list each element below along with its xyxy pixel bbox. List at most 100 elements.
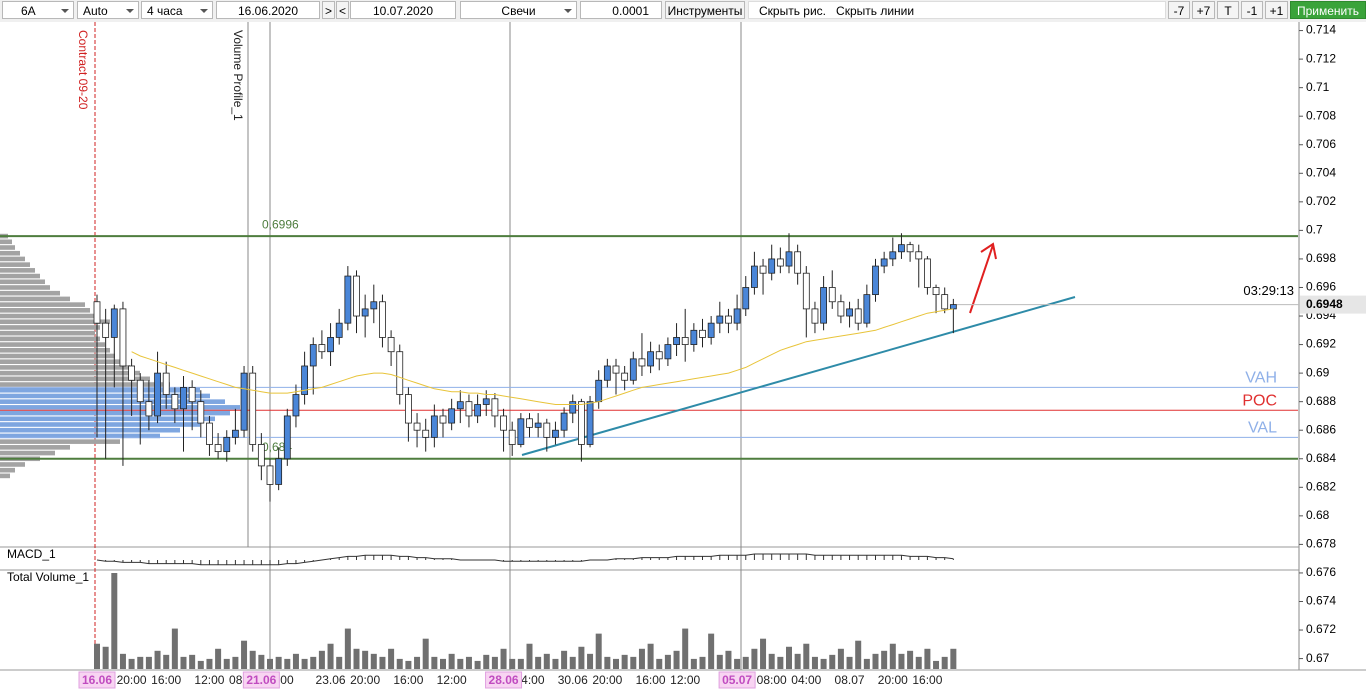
minus1-button[interactable]: -1 <box>1241 1 1263 19</box>
volume-bar <box>811 656 818 669</box>
value-area-label: POC <box>1242 392 1277 409</box>
candle-body <box>898 244 905 253</box>
volume-bar <box>682 628 689 669</box>
profile-bar <box>0 467 15 473</box>
date-from[interactable]: 16.06.2020 <box>216 1 320 19</box>
candle-body <box>526 418 533 428</box>
candle-body <box>802 272 810 310</box>
date-to[interactable]: 10.07.2020 <box>350 1 456 19</box>
candle-body <box>837 301 845 317</box>
profile-bar <box>0 359 120 365</box>
profile-bar <box>0 416 215 422</box>
value-area-label: VAL <box>1248 420 1277 437</box>
volume-bar <box>872 653 879 669</box>
profile-bar <box>0 325 100 330</box>
volume-bar <box>725 650 732 669</box>
prev-button[interactable]: < <box>336 1 349 19</box>
hide-drawings-button[interactable]: Скрыть рис. <box>759 4 827 18</box>
candle-body <box>603 365 611 381</box>
profile-bar <box>0 245 15 250</box>
candle-body <box>924 258 931 288</box>
profile-bar <box>0 399 225 404</box>
volume-bar <box>561 650 568 669</box>
volume-bar <box>613 658 619 669</box>
volume-bar <box>197 660 204 669</box>
mode-select[interactable]: Auto <box>77 1 139 19</box>
volume-bar <box>215 648 222 669</box>
timer: 03:29:13 <box>1243 283 1294 298</box>
volume-bar <box>327 643 334 669</box>
candle-body <box>318 344 326 353</box>
volume-bar <box>552 658 559 669</box>
volume-bar <box>604 656 611 669</box>
candle-body <box>794 251 802 274</box>
profile-bar <box>0 439 120 444</box>
minus7-button[interactable]: -7 <box>1168 1 1190 19</box>
volume-bar <box>414 656 421 669</box>
next-button[interactable]: > <box>322 1 335 19</box>
plus7-button[interactable]: +7 <box>1192 1 1215 19</box>
x-tick-label: 12:00 <box>670 673 700 687</box>
hide-lines-button[interactable]: Скрыть линии <box>836 4 915 18</box>
candle-body <box>257 444 265 467</box>
volume-bar <box>768 653 775 669</box>
time-highlight <box>718 671 756 689</box>
symbol-select[interactable]: 6A <box>2 1 74 19</box>
candle-body <box>725 315 732 324</box>
y-tick-label: 0.686 <box>1306 422 1336 436</box>
profile-bar <box>0 473 10 479</box>
period-select[interactable]: 4 часа <box>141 1 213 19</box>
volume-bar <box>595 633 602 669</box>
volume-bar <box>318 650 325 669</box>
volume-bar <box>708 633 715 669</box>
profile-bar <box>0 239 12 245</box>
profile-bar <box>0 347 110 353</box>
time-highlight <box>242 671 280 689</box>
candle-body <box>439 415 447 424</box>
volume-bar <box>119 653 126 669</box>
candle-body <box>872 265 879 296</box>
candle-body <box>102 322 110 338</box>
candle-body <box>154 372 161 417</box>
today-button[interactable]: T <box>1217 1 1239 19</box>
tools-button[interactable]: Инструменты <box>665 1 745 19</box>
candle-body <box>474 404 482 417</box>
volume-bar <box>258 654 265 669</box>
volume-bar <box>154 650 161 669</box>
volume-bar <box>353 648 360 669</box>
candle-body <box>569 401 577 414</box>
candle-body <box>517 418 525 445</box>
y-tick-label: 0.712 <box>1306 51 1336 65</box>
y-tick-label: 0.714 <box>1306 23 1336 37</box>
profile-bar <box>0 393 210 399</box>
apply-button[interactable]: Применить <box>1290 1 1366 19</box>
toolbar: 6A Auto 4 часа 16.06.2020 > < 10.07.2020… <box>0 0 1366 23</box>
profile-bar <box>0 410 230 416</box>
candle-body <box>197 401 205 424</box>
volume-bar <box>275 656 282 669</box>
candle-body <box>595 379 603 403</box>
volume-bar <box>898 653 905 669</box>
candle-body <box>430 415 438 438</box>
volume-bar <box>855 640 862 669</box>
plus1-button[interactable]: +1 <box>1265 1 1288 19</box>
volume-bar <box>422 638 429 669</box>
step-input[interactable]: 0.0001 <box>580 1 662 19</box>
time-highlight <box>78 671 116 689</box>
profile-bar <box>0 290 60 296</box>
volume-bar <box>543 653 550 669</box>
chart-style-select[interactable]: Свечи <box>460 1 577 19</box>
volume-bar <box>907 650 914 669</box>
volume-bar <box>474 660 481 669</box>
last-price-box <box>1300 295 1366 314</box>
volume-bar <box>509 658 516 669</box>
x-tick-label: 04:00 <box>514 673 544 687</box>
x-tick-label: 20:00 <box>117 673 147 687</box>
candle-body <box>275 458 283 485</box>
candle-body <box>543 422 551 438</box>
volume-bar <box>249 650 256 669</box>
volume-bar <box>760 638 767 669</box>
volume-bar <box>638 648 645 669</box>
volume-bar <box>111 573 118 669</box>
